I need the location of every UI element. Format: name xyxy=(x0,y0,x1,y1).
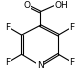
Text: N: N xyxy=(37,61,43,70)
Text: O: O xyxy=(24,1,31,10)
Text: F: F xyxy=(5,58,11,67)
Text: OH: OH xyxy=(54,1,68,10)
Text: F: F xyxy=(69,23,75,32)
Text: F: F xyxy=(5,23,11,32)
Text: F: F xyxy=(69,58,75,67)
